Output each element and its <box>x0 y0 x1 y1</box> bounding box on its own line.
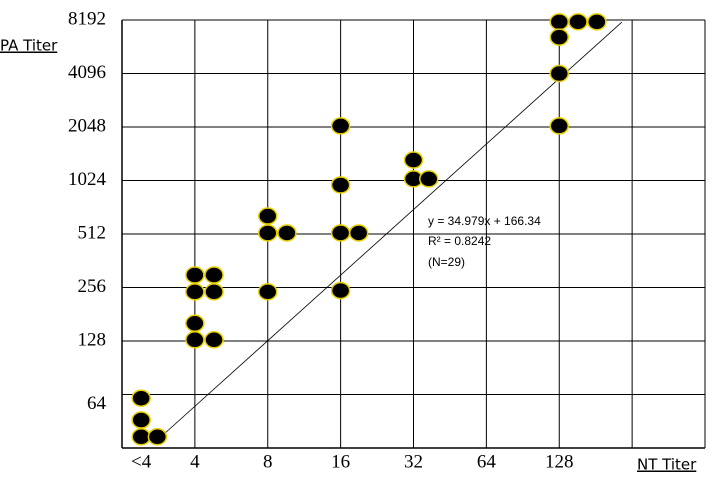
x-axis-title: NT Titer <box>637 456 697 474</box>
annotation: y = 34.979x + 166.34 <box>428 214 541 228</box>
point <box>185 266 205 284</box>
y-tick-label: 64 <box>87 393 107 414</box>
point <box>185 331 205 349</box>
point <box>131 428 151 446</box>
y-tick-label: 2048 <box>68 115 106 136</box>
point <box>549 117 569 135</box>
point <box>549 28 569 46</box>
point <box>330 224 351 242</box>
trendline <box>157 21 623 441</box>
point <box>185 314 205 333</box>
annotation: (N=29) <box>428 255 465 269</box>
point <box>147 428 168 446</box>
point <box>131 389 151 407</box>
x-tick-label: 4 <box>190 451 200 472</box>
point <box>419 170 439 188</box>
point <box>277 224 297 242</box>
y-tick-label: 1024 <box>68 169 107 190</box>
point <box>204 283 224 301</box>
y-tick-label: 4096 <box>68 62 106 83</box>
x-tick-label: <4 <box>131 451 152 472</box>
point <box>258 283 278 301</box>
x-tick-label: 8 <box>263 451 273 472</box>
point <box>185 283 205 301</box>
x-tick-label: 32 <box>404 451 423 472</box>
y-tick-label: 8192 <box>68 8 106 29</box>
point <box>330 176 351 194</box>
point <box>330 281 351 300</box>
y-tick-label: 256 <box>78 276 107 297</box>
y-tick-label: 512 <box>78 222 107 243</box>
point <box>587 13 607 31</box>
annotation: R² = 0.8242 <box>428 234 491 248</box>
y-tick-label: 128 <box>78 329 107 350</box>
point <box>131 411 151 429</box>
point <box>568 13 588 31</box>
point <box>549 13 569 31</box>
point <box>204 266 224 284</box>
point <box>330 117 351 135</box>
y-axis-title: PA Titer <box>0 37 58 55</box>
point <box>204 331 224 349</box>
x-tick-label: 64 <box>477 451 497 472</box>
point <box>258 207 278 225</box>
point <box>403 151 424 169</box>
x-tick-label: 16 <box>331 451 350 472</box>
point <box>258 224 278 242</box>
point <box>348 224 369 242</box>
x-tick-label: 128 <box>545 451 574 472</box>
point <box>549 64 569 83</box>
